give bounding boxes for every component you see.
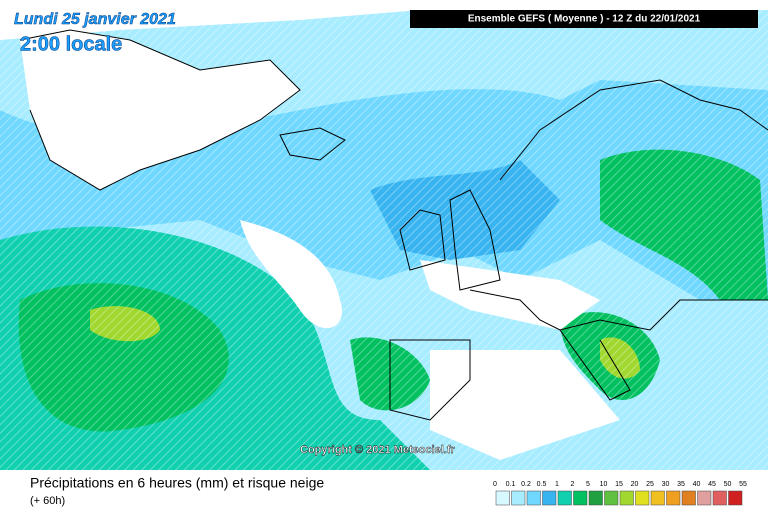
run-label: Ensemble GEFS ( Moyenne ) - 12 Z du 22/0… — [468, 14, 701, 25]
legend-swatch — [712, 490, 727, 506]
footer-title: Précipitations en 6 heures (mm) et risqu… — [30, 475, 324, 491]
precipitation — [0, 0, 768, 470]
legend-label: 0.2 — [521, 481, 531, 488]
date-label: Lundi 25 janvier 2021 — [14, 11, 176, 28]
legend-label: 50 — [724, 481, 732, 488]
legend-label: 2 — [571, 481, 575, 488]
legend-swatch — [619, 490, 634, 506]
legend-swatch — [526, 490, 541, 506]
legend-swatch — [573, 490, 588, 506]
legend-swatch — [697, 490, 712, 506]
coastlines — [19, 29, 768, 421]
legend-label: 15 — [615, 481, 623, 488]
legend-swatch — [604, 490, 619, 506]
legend-swatch — [635, 490, 650, 506]
legend-swatch — [650, 490, 665, 506]
legend-label: 55 — [739, 481, 747, 488]
legend-label: 30 — [662, 481, 670, 488]
legend-label: 1 — [555, 481, 559, 488]
legend-label: 0.5 — [537, 481, 547, 488]
legend-label: 10 — [600, 481, 608, 488]
legend-swatch — [666, 490, 681, 506]
legend-swatch — [681, 490, 696, 506]
legend-label: 35 — [677, 481, 685, 488]
legend-label: 25 — [646, 481, 654, 488]
legend-label: 0.1 — [506, 481, 516, 488]
legend-label: 40 — [693, 481, 701, 488]
legend: 0 0.1 0.2 0.5 1 2 5 10 15 20 25 30 35 40 45 50 55 — [493, 481, 747, 506]
legend-swatch — [728, 490, 743, 506]
legend-label: 0 — [493, 481, 497, 488]
time-label: 2:00 locale — [20, 33, 122, 55]
run-box — [410, 10, 758, 28]
footer-lead: (+ 60h) — [30, 495, 65, 507]
legend-label: 5 — [586, 481, 590, 488]
legend-label: 20 — [631, 481, 639, 488]
copyright: Copyright © 2021 Meteociel.fr — [300, 444, 456, 456]
legend-swatch — [557, 490, 572, 506]
legend-swatch — [495, 490, 510, 506]
legend-swatch — [542, 490, 557, 506]
legend-swatch — [588, 490, 603, 506]
legend-swatch — [511, 490, 526, 506]
legend-label: 45 — [708, 481, 716, 488]
